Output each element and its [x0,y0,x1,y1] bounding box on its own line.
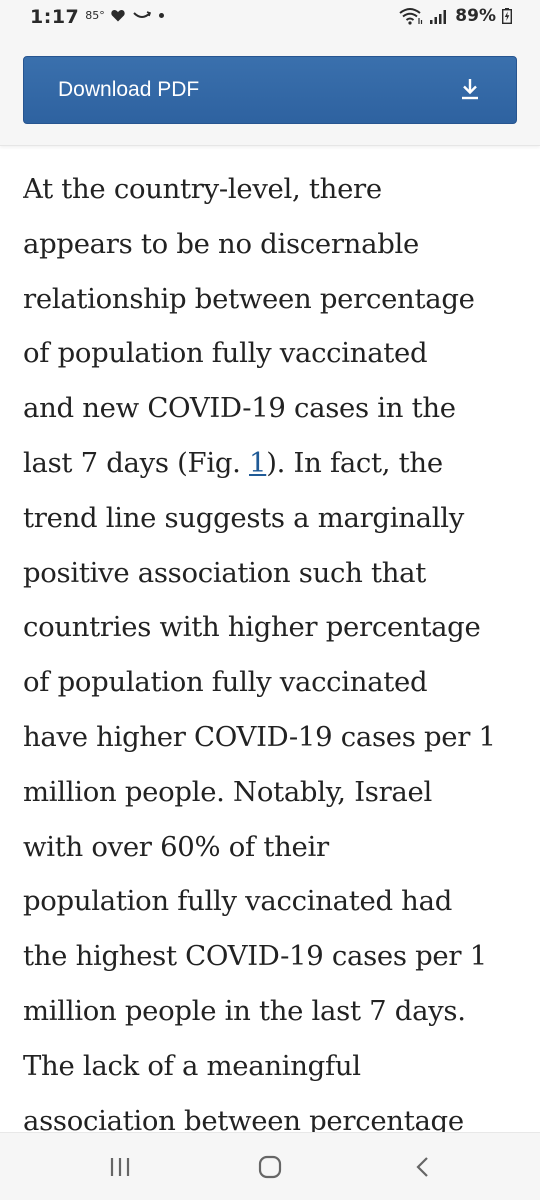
battery-charging-icon [502,8,512,24]
text-line: of population fully vaccinated [23,666,428,699]
download-pdf-button[interactable]: Download PDF [23,56,517,124]
text-line: of population fully vaccinated [23,337,428,370]
header-band: Download PDF [0,38,540,146]
text-line-with-figure-link: last 7 days (Fig. 1). In fact, the [23,436,523,491]
text-line: The lack of a meaningful [23,1049,361,1082]
signal-icon [430,10,447,24]
text-line: and new COVID-19 cases in the [23,392,456,425]
status-left: 1:17 85° [30,6,164,28]
download-pdf-label: Download PDF [58,78,200,101]
text-line: trend line suggests a marginally [23,501,464,534]
text-line: relationship between percentage [23,282,475,315]
text-fragment: ). In fact, the [266,446,443,479]
battery-percentage: 89% [455,6,496,26]
wifi-icon [399,8,423,25]
dot-icon [158,13,164,18]
status-bar: 1:17 85° 89% [0,0,540,38]
text-line: the highest COVID-19 cases per 1 [23,940,487,973]
download-icon [462,79,478,100]
home-icon[interactable] [255,1153,285,1181]
text-line: positive association such that [23,556,426,589]
navigation-bar [0,1132,540,1200]
text-line: population fully vaccinated had [23,885,452,918]
text-line: million people. Notably, Israel [23,775,432,808]
text-line: have higher COVID-19 cases per 1 [23,720,496,753]
text-line: association between percentage [23,1104,464,1132]
heart-icon [111,10,125,22]
recent-apps-icon[interactable] [105,1153,135,1181]
text-line: with over 60% of their [23,830,329,863]
text-line: countries with higher percentage [23,611,481,644]
article-body: At the country-level, there appears to b… [23,162,523,1132]
notification-icons [111,9,164,22]
article-paragraph: At the country-level, there appears to b… [23,162,523,1132]
status-time: 1:17 [30,6,80,28]
back-icon[interactable] [408,1153,438,1181]
text-fragment: last 7 days (Fig. [23,446,250,479]
text-line: appears to be no discernable [23,227,419,260]
text-line: At the country-level, there [23,173,382,205]
status-right: 89% [399,6,512,26]
smile-icon [133,10,151,18]
status-temperature: 85° [85,9,105,22]
text-line: million people in the last 7 days. [23,994,466,1027]
figure-1-link[interactable]: 1 [249,446,267,479]
